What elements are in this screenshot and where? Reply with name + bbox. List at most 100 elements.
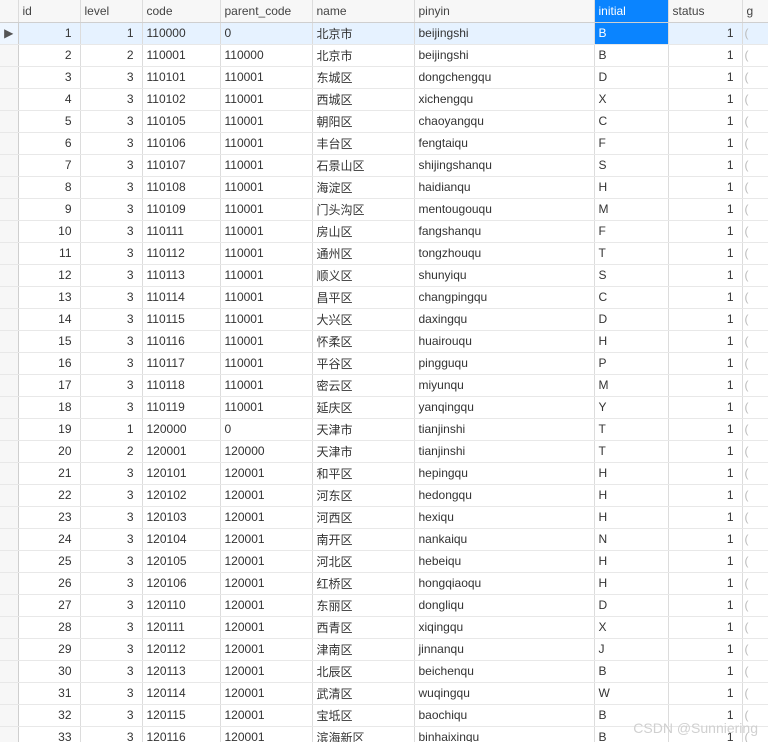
- row-gutter[interactable]: [0, 132, 18, 154]
- cell-initial[interactable]: N: [594, 528, 668, 550]
- cell-code[interactable]: 120111: [142, 616, 220, 638]
- row-gutter[interactable]: [0, 154, 18, 176]
- cell-id[interactable]: 9: [18, 198, 80, 220]
- table-row[interactable]: 333120116120001滨海新区binhaixinquB1(: [0, 726, 768, 742]
- cell-id[interactable]: 16: [18, 352, 80, 374]
- row-gutter[interactable]: [0, 242, 18, 264]
- table-row[interactable]: ▶111100000北京市beijingshiB1(: [0, 22, 768, 44]
- cell-pinyin[interactable]: daxingqu: [414, 308, 594, 330]
- cell-id[interactable]: 15: [18, 330, 80, 352]
- cell-id[interactable]: 4: [18, 88, 80, 110]
- cell-code[interactable]: 110000: [142, 22, 220, 44]
- table-row[interactable]: 233120103120001河西区hexiquH1(: [0, 506, 768, 528]
- cell-g[interactable]: (: [742, 264, 768, 286]
- cell-name[interactable]: 天津市: [312, 418, 414, 440]
- cell-id[interactable]: 32: [18, 704, 80, 726]
- cell-pinyin[interactable]: chaoyangqu: [414, 110, 594, 132]
- cell-id[interactable]: 5: [18, 110, 80, 132]
- cell-level[interactable]: 3: [80, 726, 142, 742]
- col-header-initial[interactable]: initial: [594, 0, 668, 22]
- cell-pinyin[interactable]: miyunqu: [414, 374, 594, 396]
- cell-g[interactable]: (: [742, 704, 768, 726]
- cell-status[interactable]: 1: [668, 374, 742, 396]
- row-gutter[interactable]: [0, 616, 18, 638]
- cell-id[interactable]: 27: [18, 594, 80, 616]
- cell-g[interactable]: (: [742, 308, 768, 330]
- cell-parent_code[interactable]: 120001: [220, 484, 312, 506]
- cell-level[interactable]: 3: [80, 154, 142, 176]
- cell-name[interactable]: 南开区: [312, 528, 414, 550]
- table-row[interactable]: 53110105110001朝阳区chaoyangquC1(: [0, 110, 768, 132]
- cell-name[interactable]: 延庆区: [312, 396, 414, 418]
- cell-name[interactable]: 天津市: [312, 440, 414, 462]
- cell-pinyin[interactable]: hebeiqu: [414, 550, 594, 572]
- row-gutter[interactable]: [0, 550, 18, 572]
- cell-status[interactable]: 1: [668, 638, 742, 660]
- cell-id[interactable]: 23: [18, 506, 80, 528]
- cell-status[interactable]: 1: [668, 726, 742, 742]
- cell-status[interactable]: 1: [668, 154, 742, 176]
- table-row[interactable]: 133110114110001昌平区changpingquC1(: [0, 286, 768, 308]
- cell-pinyin[interactable]: tianjinshi: [414, 418, 594, 440]
- cell-pinyin[interactable]: shunyiqu: [414, 264, 594, 286]
- cell-pinyin[interactable]: yanqingqu: [414, 396, 594, 418]
- table-row[interactable]: 143110115110001大兴区daxingquD1(: [0, 308, 768, 330]
- cell-id[interactable]: 14: [18, 308, 80, 330]
- cell-code[interactable]: 110107: [142, 154, 220, 176]
- cell-code[interactable]: 110109: [142, 198, 220, 220]
- cell-code[interactable]: 110116: [142, 330, 220, 352]
- cell-g[interactable]: (: [742, 418, 768, 440]
- row-gutter[interactable]: [0, 638, 18, 660]
- data-grid[interactable]: id level code parent_code name pinyin in…: [0, 0, 768, 742]
- cell-level[interactable]: 3: [80, 462, 142, 484]
- cell-name[interactable]: 河东区: [312, 484, 414, 506]
- cell-name[interactable]: 昌平区: [312, 286, 414, 308]
- cell-status[interactable]: 1: [668, 506, 742, 528]
- cell-name[interactable]: 西城区: [312, 88, 414, 110]
- cell-id[interactable]: 8: [18, 176, 80, 198]
- cell-parent_code[interactable]: 120001: [220, 550, 312, 572]
- cell-status[interactable]: 1: [668, 242, 742, 264]
- cell-code[interactable]: 120000: [142, 418, 220, 440]
- cell-code[interactable]: 110102: [142, 88, 220, 110]
- cell-g[interactable]: (: [742, 374, 768, 396]
- cell-id[interactable]: 31: [18, 682, 80, 704]
- cell-initial[interactable]: P: [594, 352, 668, 374]
- table-row[interactable]: 323120115120001宝坻区baochiquB1(: [0, 704, 768, 726]
- cell-code[interactable]: 120110: [142, 594, 220, 616]
- cell-parent_code[interactable]: 120001: [220, 528, 312, 550]
- cell-status[interactable]: 1: [668, 22, 742, 44]
- cell-parent_code[interactable]: 120001: [220, 616, 312, 638]
- cell-pinyin[interactable]: changpingqu: [414, 286, 594, 308]
- cell-level[interactable]: 3: [80, 594, 142, 616]
- cell-pinyin[interactable]: shijingshanqu: [414, 154, 594, 176]
- cell-level[interactable]: 3: [80, 374, 142, 396]
- cell-name[interactable]: 宝坻区: [312, 704, 414, 726]
- cell-code[interactable]: 120101: [142, 462, 220, 484]
- cell-parent_code[interactable]: 110001: [220, 176, 312, 198]
- cell-level[interactable]: 3: [80, 396, 142, 418]
- cell-g[interactable]: (: [742, 88, 768, 110]
- cell-g[interactable]: (: [742, 22, 768, 44]
- cell-status[interactable]: 1: [668, 660, 742, 682]
- cell-parent_code[interactable]: 120000: [220, 440, 312, 462]
- cell-pinyin[interactable]: jinnanqu: [414, 638, 594, 660]
- cell-parent_code[interactable]: 110001: [220, 198, 312, 220]
- cell-parent_code[interactable]: 110001: [220, 352, 312, 374]
- cell-id[interactable]: 28: [18, 616, 80, 638]
- cell-level[interactable]: 3: [80, 132, 142, 154]
- cell-parent_code[interactable]: 120001: [220, 572, 312, 594]
- cell-status[interactable]: 1: [668, 550, 742, 572]
- cell-id[interactable]: 20: [18, 440, 80, 462]
- cell-code[interactable]: 110105: [142, 110, 220, 132]
- cell-level[interactable]: 3: [80, 572, 142, 594]
- cell-level[interactable]: 3: [80, 110, 142, 132]
- cell-parent_code[interactable]: 110001: [220, 132, 312, 154]
- cell-initial[interactable]: T: [594, 242, 668, 264]
- table-row[interactable]: 243120104120001南开区nankaiquN1(: [0, 528, 768, 550]
- cell-initial[interactable]: S: [594, 264, 668, 286]
- cell-initial[interactable]: H: [594, 176, 668, 198]
- cell-initial[interactable]: H: [594, 462, 668, 484]
- cell-code[interactable]: 110112: [142, 242, 220, 264]
- cell-name[interactable]: 东丽区: [312, 594, 414, 616]
